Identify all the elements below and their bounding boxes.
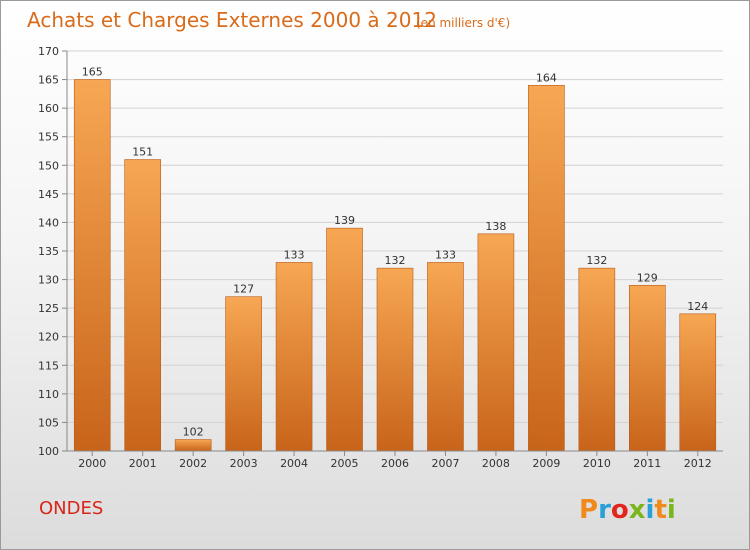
y-tick-label: 105	[38, 416, 59, 429]
bar-2004	[275, 262, 313, 452]
y-tick-label: 150	[38, 159, 59, 172]
x-axis-ticks: 2000 2001 2002 2003 2004 2005 2006 2007 2008 2009…	[78, 451, 712, 470]
value-label-2012: 124	[687, 300, 708, 313]
y-tick-label: 135	[38, 245, 59, 258]
bar-2010	[578, 267, 616, 452]
x-tick-label-2004: 2004	[280, 457, 308, 470]
bar-2003	[225, 296, 262, 452]
x-tick-label-2005: 2005	[331, 457, 359, 470]
bar-2008	[477, 233, 515, 452]
value-label-2005: 139	[334, 214, 355, 227]
x-tick-label-2008: 2008	[482, 457, 510, 470]
bar-2000	[73, 79, 111, 452]
x-tick-label-2011: 2011	[633, 457, 661, 470]
chart-subtitle: (en milliers d'€)	[416, 16, 510, 30]
x-tick-label-2002: 2002	[179, 457, 207, 470]
x-tick-label-2000: 2000	[78, 457, 106, 470]
proxiti-logo-text: Proxiti	[579, 495, 676, 525]
value-label-2006: 132	[385, 254, 406, 267]
value-label-2009: 164	[536, 71, 557, 84]
x-tick-label-2007: 2007	[431, 457, 459, 470]
y-tick-label: 130	[38, 274, 59, 287]
y-tick-label: 140	[38, 216, 59, 229]
x-tick-label-2006: 2006	[381, 457, 409, 470]
x-tick-label-2012: 2012	[684, 457, 712, 470]
proxiti-logo: Proxiti	[579, 495, 676, 525]
y-tick-label: 110	[38, 388, 59, 401]
x-tick-label-2003: 2003	[230, 457, 258, 470]
y-tick-label: 115	[38, 359, 59, 372]
y-tick-label: 155	[38, 131, 59, 144]
bar-2007	[427, 262, 464, 452]
value-label-2010: 132	[586, 254, 607, 267]
bar-2005	[326, 227, 363, 452]
y-axis-ticks: 100 105 110 115 120 125 130 135 140 145 150 155 160 1…	[38, 45, 67, 458]
y-tick-label: 165	[38, 74, 59, 87]
chart-title: Achats et Charges Externes 2000 à 2012	[27, 8, 437, 32]
y-tick-label: 120	[38, 331, 59, 344]
bar-2009	[528, 84, 565, 452]
y-tick-label: 100	[38, 445, 59, 458]
y-tick-label: 160	[38, 102, 59, 115]
bar-2001	[124, 159, 161, 452]
y-tick-label: 145	[38, 188, 59, 201]
x-tick-label-2010: 2010	[583, 457, 611, 470]
value-label-2001: 151	[132, 146, 153, 159]
x-tick-label-2009: 2009	[532, 457, 560, 470]
bars: 165 151 102 127 133 139 132 133 138 164 132 129 124	[73, 66, 717, 452]
value-label-2011: 129	[637, 271, 658, 284]
bar-2011	[629, 284, 666, 452]
bar-2002	[174, 439, 212, 452]
value-label-2003: 127	[233, 283, 254, 296]
commune-name: ONDES	[39, 498, 103, 519]
value-label-2008: 138	[485, 220, 506, 233]
y-tick-label: 170	[38, 45, 59, 58]
value-label-2000: 165	[82, 66, 103, 79]
bar-2006	[376, 267, 414, 452]
x-tick-label-2001: 2001	[129, 457, 157, 470]
bar-2012	[679, 313, 717, 452]
y-tick-label: 125	[38, 302, 59, 315]
value-label-2004: 133	[284, 248, 305, 261]
value-label-2002: 102	[183, 426, 204, 439]
value-label-2007: 133	[435, 248, 456, 261]
